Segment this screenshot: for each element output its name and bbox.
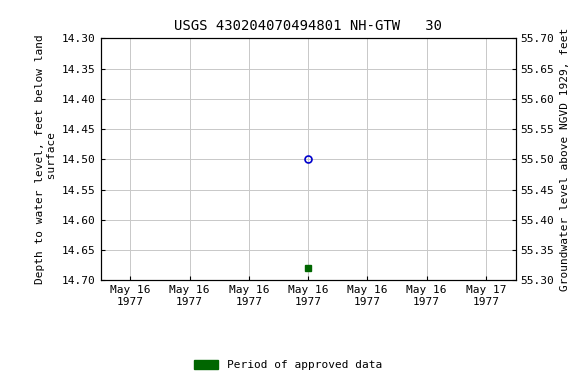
Title: USGS 430204070494801 NH-GTW   30: USGS 430204070494801 NH-GTW 30	[174, 19, 442, 33]
Y-axis label: Depth to water level, feet below land
 surface: Depth to water level, feet below land su…	[35, 35, 56, 284]
Y-axis label: Groundwater level above NGVD 1929, feet: Groundwater level above NGVD 1929, feet	[560, 28, 570, 291]
Legend: Period of approved data: Period of approved data	[190, 355, 386, 375]
